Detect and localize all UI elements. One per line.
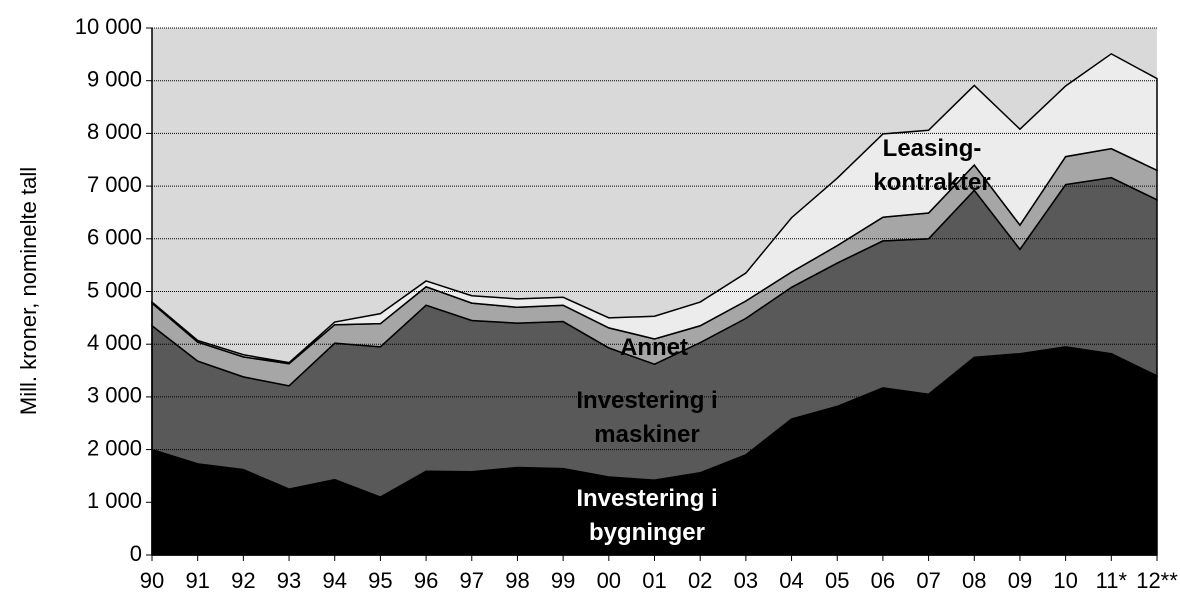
x-tick-label: 97 bbox=[460, 568, 484, 593]
x-tick-label: 08 bbox=[962, 568, 986, 593]
y-tick-label: 5 000 bbox=[87, 277, 142, 302]
y-tick-label: 0 bbox=[130, 541, 142, 566]
y-axis-label: Mill. kroner, nominelte tall bbox=[16, 167, 41, 415]
x-tick-label: 93 bbox=[277, 568, 301, 593]
x-tick-label: 95 bbox=[368, 568, 392, 593]
x-tick-label: 04 bbox=[779, 568, 803, 593]
x-tick-label: 12** bbox=[1136, 568, 1178, 593]
series-label: Investering i bygninger bbox=[576, 485, 717, 546]
x-tick-label: 96 bbox=[414, 568, 438, 593]
y-tick-label: 6 000 bbox=[87, 225, 142, 250]
x-tick-label: 00 bbox=[597, 568, 621, 593]
y-tick-label: 8 000 bbox=[87, 119, 142, 144]
y-tick-label: 10 000 bbox=[75, 14, 142, 39]
series-label: Leasing-kontrakter bbox=[873, 135, 990, 196]
x-tick-label: 05 bbox=[825, 568, 849, 593]
x-tick-label: 07 bbox=[916, 568, 940, 593]
y-tick-label: 7 000 bbox=[87, 172, 142, 197]
series-label: Investering i maskiner bbox=[576, 387, 717, 448]
x-tick-label: 92 bbox=[231, 568, 255, 593]
x-tick-label: 01 bbox=[642, 568, 666, 593]
x-tick-label: 90 bbox=[140, 568, 164, 593]
y-tick-label: 9 000 bbox=[87, 67, 142, 92]
x-tick-label: 91 bbox=[185, 568, 209, 593]
x-tick-label: 09 bbox=[1008, 568, 1032, 593]
x-tick-label: 98 bbox=[505, 568, 529, 593]
x-tick-label: 10 bbox=[1053, 568, 1077, 593]
y-tick-label: 1 000 bbox=[87, 488, 142, 513]
x-tick-label: 02 bbox=[688, 568, 712, 593]
area bbox=[151, 52, 1158, 365]
x-tick-label: 03 bbox=[734, 568, 758, 593]
x-tick-label: 99 bbox=[551, 568, 575, 593]
x-tick-label: 94 bbox=[322, 568, 346, 593]
y-tick-label: 4 000 bbox=[87, 330, 142, 355]
y-tick-label: 3 000 bbox=[87, 383, 142, 408]
x-tick-label: 06 bbox=[871, 568, 895, 593]
y-tick-label: 2 000 bbox=[87, 435, 142, 460]
x-tick-label: 11* bbox=[1096, 568, 1128, 593]
series-label: Annet bbox=[620, 334, 688, 361]
